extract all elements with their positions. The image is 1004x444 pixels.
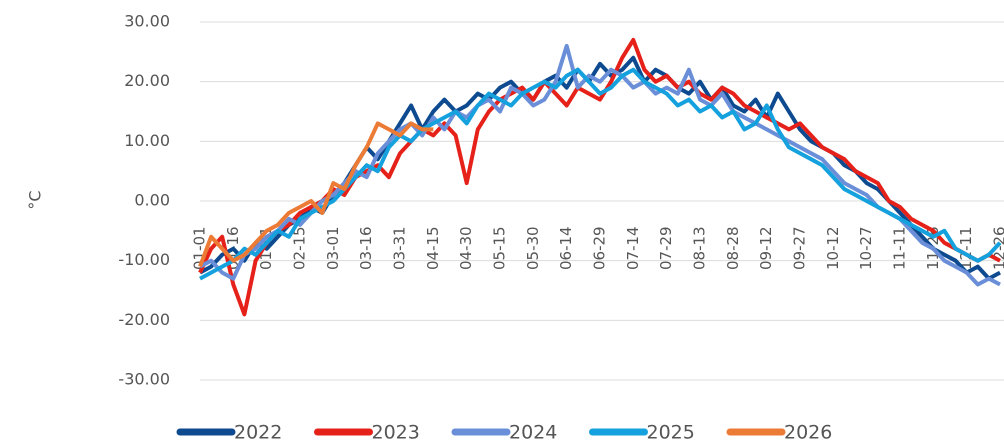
x-tick-label: 05-30 [524,226,542,270]
x-tick-label: 10-12 [824,226,842,270]
x-tick-label: 09-27 [791,226,809,270]
y-tick-label: 0.00 [134,191,170,210]
series-line [198,37,1001,317]
x-tick-label: 06-14 [557,226,575,270]
x-tick-label: 07-29 [657,226,675,270]
x-tick-label: 06-29 [591,226,609,270]
y-axis-label: °C [26,190,45,209]
x-tick-label: 03-01 [324,226,342,270]
legend-label: 2023 [372,422,420,444]
series-line [198,121,434,268]
series-line [199,43,1001,287]
series-line [199,67,1002,281]
x-tick-label: 07-14 [624,226,642,270]
y-tick-label: -30.00 [118,370,170,389]
x-tick-label: 04-15 [424,226,442,270]
y-tick-label: -10.00 [118,250,170,269]
x-tick-label: 08-28 [724,226,742,270]
x-tick-label: 02-15 [291,226,309,270]
y-tick-label: 10.00 [124,131,170,150]
y-tick-label: 20.00 [124,71,170,90]
legend-label: 2022 [234,422,282,444]
legend-label: 2026 [784,422,832,444]
x-tick-label: 10-27 [857,226,875,270]
x-tick-label: 03-31 [391,226,409,270]
x-tick-label: 04-30 [457,226,475,270]
x-tick-label: 05-15 [491,226,509,270]
legend-label: 2024 [509,422,557,444]
x-tick-label: 03-16 [357,226,375,270]
x-tick-label: 08-13 [691,226,709,270]
y-tick-label: 30.00 [124,12,170,31]
legend-label: 2025 [647,422,695,444]
x-tick-label: 11-11 [891,226,909,270]
y-tick-label: -20.00 [118,310,170,329]
x-tick-label: 09-12 [757,226,775,270]
